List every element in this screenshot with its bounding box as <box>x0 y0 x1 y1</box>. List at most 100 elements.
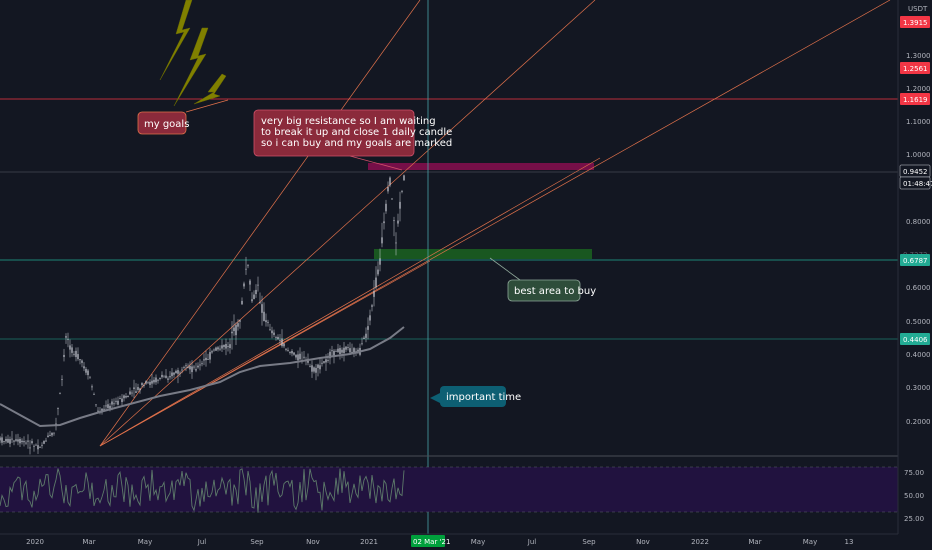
candle-body <box>249 280 251 285</box>
candle-body <box>185 365 187 367</box>
price-scale[interactable]: 1.3000 1.2000 1.1000 1.0000 0.8000 0.6000 0.50… <box>906 52 931 426</box>
candle-body <box>103 408 105 410</box>
candle-body <box>205 357 207 361</box>
trend-line-1[interactable] <box>99 0 421 447</box>
candle-body <box>73 353 75 355</box>
price-label-text: 1.1619 <box>903 96 928 104</box>
candle-body <box>245 268 247 270</box>
candle-body <box>267 321 269 323</box>
trend-line-4[interactable] <box>99 157 601 447</box>
callout-my-goals[interactable]: my goals <box>137 99 229 135</box>
candle-body <box>381 237 383 244</box>
arrow-icon <box>193 73 227 105</box>
candle-body <box>257 284 259 286</box>
candle-body <box>347 346 349 348</box>
candle-body <box>13 440 15 442</box>
candle-body <box>367 326 369 330</box>
candle-body <box>389 177 391 186</box>
candle-body <box>309 365 311 367</box>
candle-body <box>325 359 327 363</box>
candle-body <box>39 447 41 448</box>
price-labels[interactable]: 1.39151.25611.16190.945201:48:470.72720.… <box>899 16 932 345</box>
arrow-icon <box>159 0 193 81</box>
candle-body <box>113 403 115 405</box>
candle-body <box>343 347 345 353</box>
price-tick: 0.3000 <box>906 384 931 392</box>
candle-body <box>291 351 293 354</box>
candle-body <box>177 370 179 374</box>
candle-body <box>87 370 89 376</box>
candle-body <box>227 346 229 347</box>
candle-body <box>253 294 255 300</box>
candle-body <box>29 447 31 449</box>
candle-body <box>89 377 91 379</box>
rsi-band <box>0 467 898 512</box>
candle-body <box>15 439 17 441</box>
rsi-scale[interactable]: 75.00 50.00 25.00 <box>904 469 924 523</box>
callout-text-resistance-3: so i can buy and my goals are marked <box>261 138 452 149</box>
time-tick: 2020 <box>26 538 44 546</box>
time-axis[interactable]: 2020 Mar May Jul Sep Nov 2021 May Jul Sep Nov 2022 M… <box>26 538 853 546</box>
trend-line-2[interactable] <box>99 0 596 447</box>
candle-body <box>47 435 49 438</box>
candle-body <box>339 348 341 355</box>
candle-body <box>183 367 185 368</box>
callout-resistance[interactable]: very big resistance so I am waiting to b… <box>253 109 452 171</box>
price-tick: 0.8000 <box>906 218 931 226</box>
candle-body <box>377 269 379 275</box>
callout-time[interactable]: important time <box>430 386 521 407</box>
candle-body <box>335 350 337 352</box>
candle-body <box>107 404 109 408</box>
candle-body <box>219 348 221 350</box>
rsi-line[interactable] <box>0 468 405 513</box>
candle-body <box>365 333 367 338</box>
callout-buy[interactable]: best area to buy <box>489 257 596 302</box>
price-label-badge: 01:48:47 <box>899 176 932 190</box>
candle-body <box>211 351 213 353</box>
candle-body <box>191 366 193 373</box>
callout-text-goals: my goals <box>144 119 189 130</box>
candle-body <box>333 350 335 357</box>
candle-body <box>209 352 211 360</box>
price-label-badge: 1.2561 <box>900 62 930 74</box>
time-tick: Mar <box>748 538 761 546</box>
candle-body <box>187 366 189 368</box>
candle-body <box>71 347 73 353</box>
candle-body <box>85 368 87 373</box>
candlestick-series[interactable] <box>0 174 405 455</box>
candle-body <box>155 377 157 383</box>
price-label-text: 1.3915 <box>903 19 928 27</box>
price-label-text: 1.2561 <box>903 65 928 73</box>
candle-body <box>165 375 167 378</box>
candle-body <box>119 398 121 399</box>
resistance-zone[interactable] <box>368 163 594 170</box>
price-tick: 1.3000 <box>906 52 931 60</box>
candle-body <box>121 398 123 403</box>
goal-arrows[interactable] <box>159 0 227 107</box>
candle-body <box>285 348 287 350</box>
trend-line-5[interactable] <box>99 260 431 447</box>
candle-body <box>145 381 147 384</box>
time-tick: 13 <box>845 538 854 546</box>
candle-body <box>323 361 325 363</box>
trend-line-3[interactable] <box>99 0 891 447</box>
candle-body <box>295 354 297 358</box>
candle-body <box>195 369 197 371</box>
candle-body <box>19 438 21 444</box>
callout-text-resistance-2: to break it up and close 1 daily candle <box>261 127 452 138</box>
price-tick: 0.4000 <box>906 351 931 359</box>
buy-zone[interactable] <box>374 249 592 259</box>
moving-average-line[interactable] <box>0 326 405 428</box>
candle-body <box>159 377 161 379</box>
time-tick: Sep <box>250 538 264 546</box>
candle-body <box>175 370 177 374</box>
candle-body <box>95 404 97 406</box>
callout-text-resistance-1: very big resistance so I am waiting <box>261 116 436 127</box>
candle-body <box>303 356 305 358</box>
candle-body <box>149 381 151 385</box>
candle-body <box>81 360 83 363</box>
candle-body <box>33 445 35 447</box>
candle-body <box>349 348 351 353</box>
